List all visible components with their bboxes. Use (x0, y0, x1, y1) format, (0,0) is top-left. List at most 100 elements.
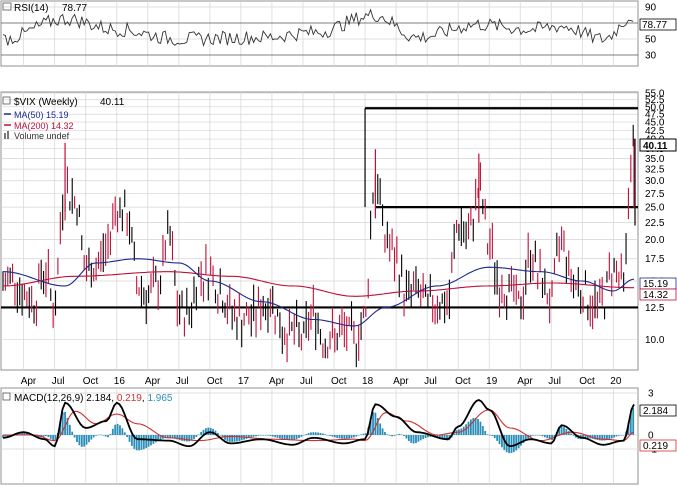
macd-histogram-bar (18, 432, 21, 435)
macd-histogram-bar (586, 435, 589, 439)
x-tick-label: Oct (331, 376, 347, 387)
macd-histogram-bar (532, 435, 534, 436)
macd-histogram-bar (333, 435, 336, 438)
macd-histogram-bar (372, 412, 374, 435)
macd-histogram-bar (76, 435, 78, 443)
macd-histogram-bar (584, 435, 587, 439)
macd-histogram-bar (479, 421, 482, 435)
macd-histogram-bar (231, 435, 234, 442)
macd-histogram-bar (240, 435, 243, 441)
macd-histogram-bar (197, 434, 200, 435)
macd-histogram-bar (400, 434, 403, 435)
macd-histogram-bar (384, 432, 386, 435)
macd-histogram-bar (324, 434, 327, 435)
macd-histogram-bar (376, 417, 379, 435)
macd-histogram-bar (419, 435, 422, 441)
ma200-legend: MA(200) 14.32 (14, 121, 74, 131)
macd-histogram-bar (290, 435, 293, 440)
macd-histogram-bar (350, 435, 353, 439)
ma50-last-box: 15.19 (639, 277, 677, 290)
macd-histogram-bar (491, 435, 494, 437)
x-tick-label: 16 (114, 376, 126, 387)
price-legend: $VIX (Weekly) 40.11 MA(50) 15.19 MA(200)… (2, 96, 125, 141)
price-tick-label: 25.0 (645, 203, 665, 214)
macd-histogram-bar (512, 435, 515, 453)
macd-histogram-bar (321, 433, 324, 435)
price-tick-label: 35.0 (645, 154, 665, 165)
macd-histogram-bar (417, 435, 420, 442)
macd-histogram-bar (364, 433, 367, 435)
macd-histogram-bar (484, 430, 487, 435)
macd-histogram-bar (302, 435, 305, 436)
macd-histogram-bar (331, 435, 334, 437)
svg-text:40.11: 40.11 (643, 141, 668, 152)
macd-tick-label: 3 (648, 389, 654, 400)
macd-histogram-bar (2, 435, 4, 438)
macd-histogram-bar (424, 435, 427, 439)
x-tick-label: 20 (610, 376, 622, 387)
macd-histogram-bar (293, 435, 296, 440)
macd-histogram-bar (221, 435, 224, 438)
macd-histogram-bar (305, 434, 308, 435)
macd-histogram-bar (147, 435, 150, 447)
macd-line (2, 399, 635, 448)
macd-histogram-bar (97, 434, 100, 436)
macd-histogram-bar (613, 435, 616, 438)
macd-histogram-bar (207, 427, 210, 435)
macd-histogram-bar (560, 425, 563, 435)
macd-histogram-bar (307, 433, 310, 435)
rsi-last-box: 78.77 (639, 18, 677, 31)
macd-histogram-bar (128, 435, 131, 442)
macd-histogram-bar (329, 435, 331, 436)
macd-histogram-bar (178, 435, 181, 441)
macd-histogram-bar (102, 435, 105, 436)
macd-histogram-bar (524, 435, 527, 441)
ma200-last-box: 14.32 (639, 288, 677, 301)
macd-histogram-bar (407, 435, 410, 442)
macd-histogram-bar (477, 418, 479, 435)
macd-histogram-bar (336, 435, 339, 438)
macd-histogram-bar (572, 435, 575, 436)
macd-histogram-bar (541, 435, 544, 437)
macd-tick-label: 0 (648, 431, 654, 442)
macd-histogram-bar (269, 435, 272, 437)
macd-histogram-bar (193, 435, 195, 440)
x-tick-label: Jul (176, 376, 189, 387)
svg-text:0.219: 0.219 (643, 441, 668, 452)
price-tick-label: 50.0 (645, 102, 665, 113)
macd-histogram-bar (503, 435, 506, 451)
macd-histogram-bar (632, 407, 635, 435)
x-tick-label: Jul (424, 376, 437, 387)
macd-histogram-bar (598, 435, 601, 441)
macd-histogram-bar (283, 435, 286, 440)
macd-histogram-bar (412, 435, 415, 444)
macd-histogram-bar (255, 435, 257, 437)
rsi-tick-label: 30 (645, 51, 657, 62)
macd-histogram-bar (109, 434, 112, 435)
ma50-line (3, 258, 635, 327)
signal-line (3, 409, 635, 442)
rsi-tick-label: 50 (645, 35, 657, 46)
macd-histogram-bar (73, 435, 76, 438)
macd-histogram-bar (188, 435, 191, 442)
macd-histogram-bar (114, 424, 117, 435)
volume-legend: Volume undef (14, 131, 70, 141)
macd-histogram-bar (135, 435, 138, 451)
macd-histogram-bar (68, 424, 71, 435)
macd-histogram-bar (47, 435, 50, 438)
macd-histogram-bar (515, 435, 518, 451)
macd-histogram-bar (264, 435, 267, 436)
macd-histogram-bar (116, 423, 119, 435)
macd-histogram-bar (570, 433, 573, 435)
macd-histogram-bar (436, 435, 439, 438)
x-tick-label: 19 (486, 376, 498, 387)
macd-histogram-bar (250, 435, 253, 438)
macd-histogram-bar (99, 434, 102, 436)
ma200-line (3, 271, 634, 297)
macd-last-box: 2.184 (639, 404, 677, 417)
macd-histogram-bar (314, 432, 317, 435)
macd-histogram-bar (42, 435, 45, 437)
x-tick-label: Oct (455, 376, 471, 387)
macd-histogram-bar (166, 435, 169, 438)
